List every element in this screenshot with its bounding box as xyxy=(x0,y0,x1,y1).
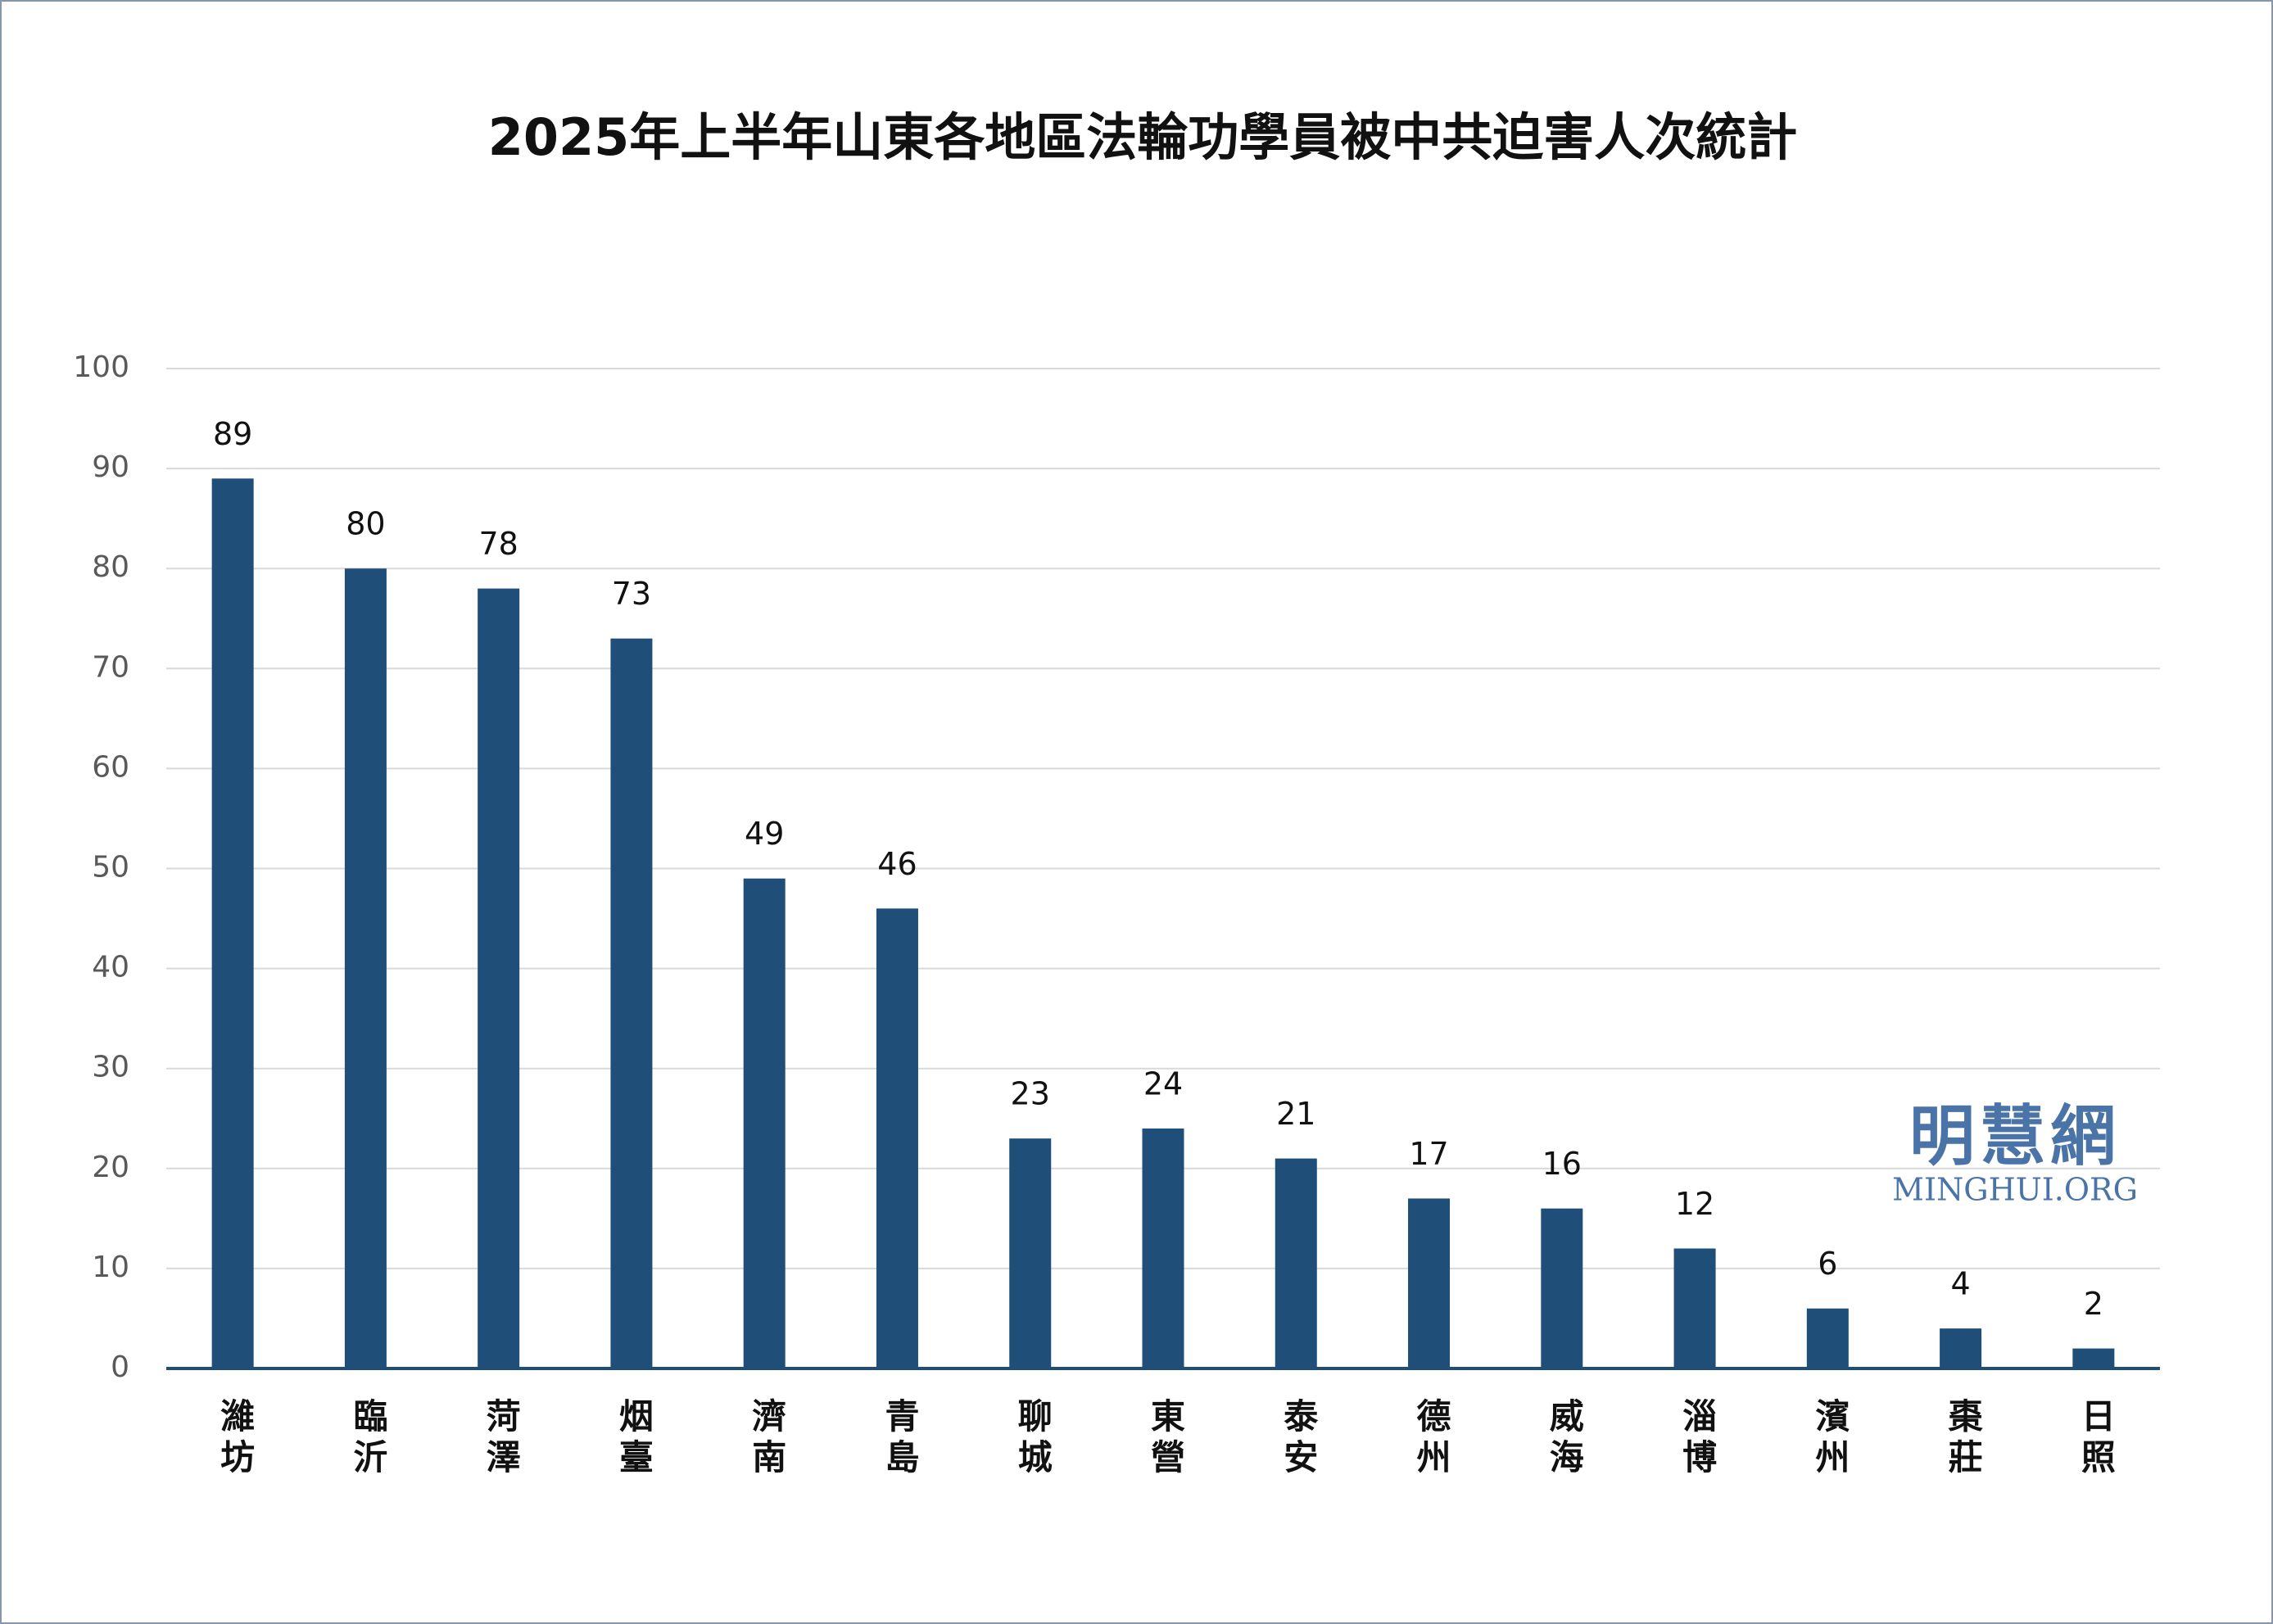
value-label: 17 xyxy=(1409,1136,1448,1172)
y-tick-label: 90 xyxy=(92,450,129,484)
y-tick-label: 80 xyxy=(92,550,129,584)
watermark-name: 明慧網 xyxy=(1909,1098,2121,1174)
x-tick-label: 泰安 xyxy=(1279,1398,1319,1480)
x-tick-label: 臨沂 xyxy=(348,1398,388,1480)
bar xyxy=(1806,1308,1849,1368)
bar xyxy=(478,588,520,1368)
value-label: 21 xyxy=(1276,1096,1315,1132)
value-label: 12 xyxy=(1675,1186,1714,1222)
bar xyxy=(743,878,786,1368)
bar xyxy=(1009,1138,1052,1368)
y-tick-label: 70 xyxy=(92,650,129,684)
value-label: 23 xyxy=(1011,1076,1050,1112)
x-tick-label: 日照 xyxy=(2076,1398,2116,1480)
x-tick-label: 濱州 xyxy=(1810,1398,1850,1480)
x-tick-label: 德州 xyxy=(1411,1398,1451,1480)
y-tick-label: 20 xyxy=(92,1151,129,1184)
x-tick-label: 東營 xyxy=(1146,1398,1186,1480)
y-tick-label: 60 xyxy=(92,750,129,784)
watermark-site: MINGHUI.ORG xyxy=(1892,1172,2138,1208)
bar xyxy=(2072,1348,2115,1368)
x-tick-label: 青島 xyxy=(880,1398,920,1480)
value-label: 80 xyxy=(346,506,385,542)
y-tick-label: 30 xyxy=(92,1051,129,1084)
x-tick-label: 濰坊 xyxy=(215,1398,256,1480)
bar xyxy=(1541,1208,1583,1368)
bar xyxy=(1673,1248,1716,1368)
bar xyxy=(1940,1328,1982,1368)
bar xyxy=(1408,1198,1451,1368)
value-label: 49 xyxy=(745,816,784,852)
x-tick-label: 菏澤 xyxy=(481,1398,521,1480)
bar xyxy=(610,638,653,1368)
value-label: 6 xyxy=(1818,1246,1837,1282)
value-label: 89 xyxy=(213,416,252,452)
value-label: 46 xyxy=(877,846,917,882)
x-tick-label: 濟南 xyxy=(747,1398,787,1480)
y-tick-label: 10 xyxy=(92,1251,129,1284)
x-tick-label: 威海 xyxy=(1544,1398,1584,1480)
y-tick-label: 0 xyxy=(111,1350,129,1384)
y-tick-label: 100 xyxy=(73,351,129,384)
x-tick-label: 聊城 xyxy=(1012,1398,1053,1480)
bar xyxy=(1142,1128,1184,1368)
value-label: 24 xyxy=(1143,1065,1183,1102)
bar xyxy=(1275,1158,1317,1368)
bar xyxy=(211,478,254,1368)
value-label: 2 xyxy=(2084,1286,2103,1322)
x-tick-label: 烟臺 xyxy=(614,1398,654,1480)
bar xyxy=(344,568,387,1368)
value-label: 78 xyxy=(478,526,518,562)
value-label: 16 xyxy=(1542,1146,1582,1182)
x-tick-label: 淄博 xyxy=(1678,1398,1718,1480)
chart-title: 2025年上半年山東各地區法輪功學員被中共迫害人次統計 xyxy=(488,107,1798,167)
bar xyxy=(876,908,918,1368)
y-tick-label: 40 xyxy=(92,951,129,984)
x-tick-label: 棗莊 xyxy=(1943,1398,1983,1480)
y-tick-label: 50 xyxy=(92,851,129,884)
value-label: 73 xyxy=(612,576,651,612)
value-label: 4 xyxy=(1951,1266,1971,1302)
